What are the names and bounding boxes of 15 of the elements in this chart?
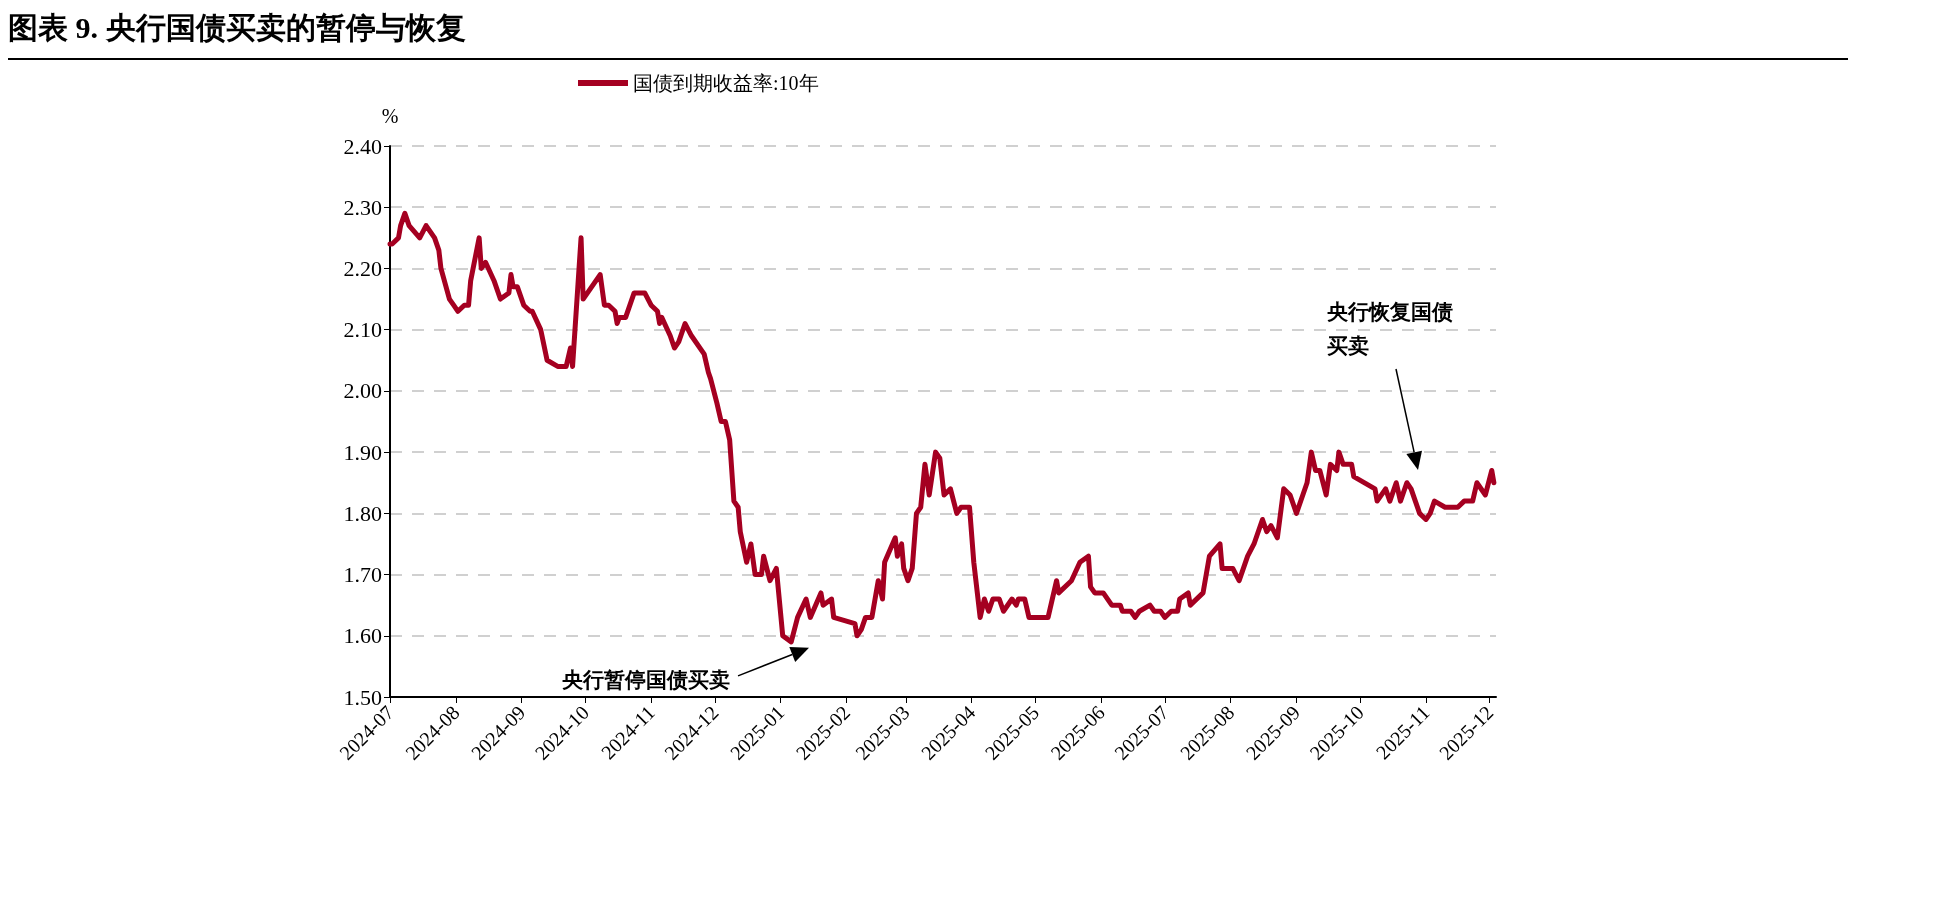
y-tick-label: 2.00	[343, 378, 382, 404]
y-tick-label: 1.90	[343, 439, 382, 465]
y-tick-label: 2.10	[343, 317, 382, 343]
y-tick-label: 1.70	[343, 562, 382, 588]
chart-title: 图表 9. 央行国债买卖的暂停与恢复	[8, 8, 1848, 60]
y-axis-title: %	[381, 105, 399, 127]
y-tick-label: 1.80	[343, 500, 382, 526]
y-tick-label: 1.50	[343, 684, 382, 710]
y-tick-label: 2.30	[343, 194, 382, 220]
annotation: 央行恢复国债买卖	[1327, 300, 1453, 358]
y-tick-label: 2.20	[343, 255, 382, 281]
legend-label: 国债到期收益率:10年	[633, 72, 819, 94]
y-tick-label: 1.60	[343, 623, 382, 649]
y-tick-label: 2.40	[343, 133, 382, 159]
annotation: 央行暂停国债买卖	[562, 668, 730, 692]
